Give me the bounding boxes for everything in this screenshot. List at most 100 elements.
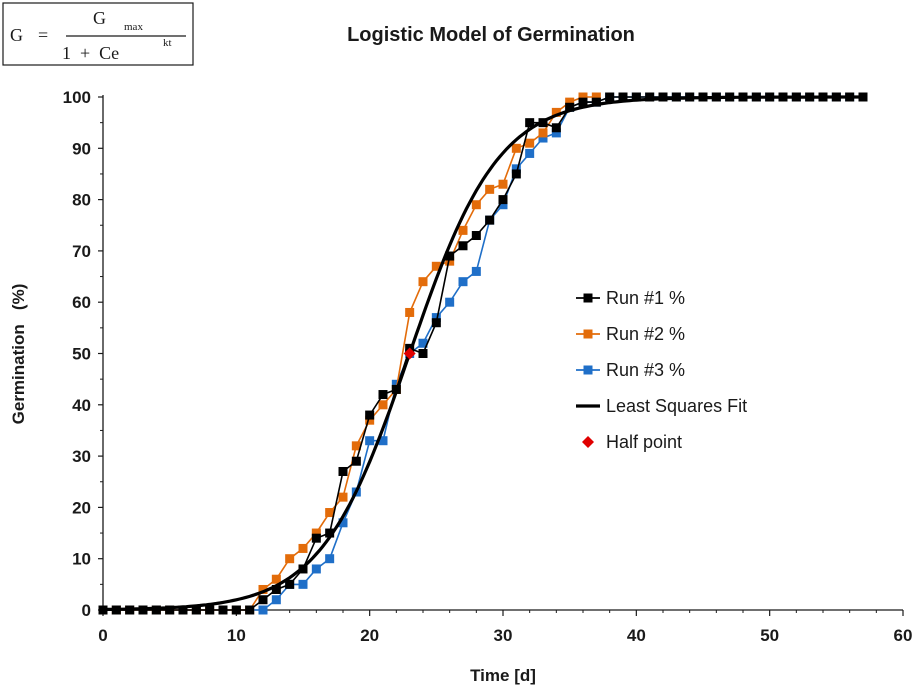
x-tick-label: 20: [360, 626, 379, 645]
data-point: [565, 102, 575, 112]
x-tick-label: 40: [627, 626, 646, 645]
fit-curve: [102, 95, 863, 612]
data-point: [418, 338, 428, 348]
data-point: [258, 605, 268, 615]
legend-item: Least Squares Fit: [576, 396, 747, 416]
data-point: [525, 118, 535, 128]
data-point: [378, 390, 388, 400]
formula-denominator-sup: kt: [163, 37, 172, 49]
data-point: [565, 97, 575, 107]
data-point: [551, 128, 561, 138]
chart-title: Logistic Model of Germination: [347, 24, 635, 46]
data-point: [285, 554, 295, 564]
formula-numerator: G: [93, 8, 106, 28]
data-point: [458, 277, 468, 287]
data-point: [218, 605, 228, 615]
data-point: [271, 595, 281, 605]
legend-item: Run #3 %: [576, 360, 685, 380]
data-point: [511, 169, 521, 179]
data-point: [525, 148, 535, 158]
data-point: [578, 97, 588, 107]
data-point: [351, 456, 361, 466]
data-point: [365, 436, 375, 446]
x-axis-label: Time [d]: [470, 666, 536, 685]
data-point: [165, 605, 175, 615]
legend-label: Run #1 %: [606, 288, 685, 308]
data-point: [445, 297, 455, 307]
data-point: [351, 441, 361, 451]
data-point: [245, 605, 255, 615]
y-tick-label: 90: [72, 139, 91, 158]
data-point: [551, 123, 561, 133]
axes: 0 10 20 30 40 50 60 70 80 90 100 0 10 20 30 40 50 60: [63, 88, 913, 645]
y-tick-label: 40: [72, 396, 91, 415]
data-point: [325, 508, 335, 518]
series-2: [98, 92, 601, 615]
formula-denominator: 1 + Ce: [62, 43, 119, 63]
data-point: [658, 92, 668, 102]
data-point: [538, 128, 548, 138]
legend-marker: [582, 436, 594, 448]
legend-item: Half point: [582, 432, 682, 452]
y-tick-label: 10: [72, 550, 91, 569]
data-point: [471, 266, 481, 276]
x-tick-label: 50: [760, 626, 779, 645]
least-squares-fit: [102, 95, 863, 612]
y-tick-label: 100: [63, 88, 91, 107]
data-point: [378, 400, 388, 410]
data-point: [338, 518, 348, 528]
y-tick-label: 30: [72, 447, 91, 466]
formula-numerator-sub: max: [124, 21, 143, 33]
data-point: [645, 92, 655, 102]
series-layer: [98, 92, 868, 615]
data-point: [191, 605, 201, 615]
data-point: [591, 92, 601, 102]
data-point: [618, 92, 628, 102]
data-point: [445, 251, 455, 261]
data-point: [431, 313, 441, 323]
y-tick-label: 70: [72, 242, 91, 261]
data-point: [591, 97, 601, 107]
legend-marker: [583, 365, 593, 375]
data-point: [445, 256, 455, 266]
data-point: [205, 605, 215, 615]
data-point: [405, 307, 415, 317]
data-point: [285, 579, 295, 589]
data-point: [258, 595, 268, 605]
data-point: [178, 605, 188, 615]
data-point: [338, 492, 348, 502]
data-point: [471, 200, 481, 210]
data-point: [418, 277, 428, 287]
data-point: [498, 179, 508, 189]
data-point: [471, 231, 481, 241]
y-tick-label: 80: [72, 191, 91, 210]
data-point: [578, 92, 588, 102]
x-tick-label: 0: [98, 626, 107, 645]
data-point: [498, 195, 508, 205]
data-point: [311, 564, 321, 574]
formula-frame: [2, 2, 194, 66]
data-point: [298, 543, 308, 553]
data-point: [511, 164, 521, 174]
data-point: [485, 215, 495, 225]
series-1: [98, 92, 868, 615]
data-point: [365, 410, 375, 420]
formula-equals: =: [38, 25, 48, 45]
y-tick-label: 60: [72, 293, 91, 312]
legend-item: Run #2 %: [576, 324, 685, 344]
data-point: [258, 584, 268, 594]
half-point-marker: [403, 347, 416, 360]
x-tick-label: 30: [494, 626, 513, 645]
legend-item: Run #1 %: [576, 288, 685, 308]
data-point: [431, 318, 441, 328]
data-point: [485, 184, 495, 194]
data-point: [631, 92, 641, 102]
data-point: [431, 261, 441, 271]
data-point: [325, 554, 335, 564]
formula-box: G = G max 1 + Ce kt: [2, 2, 194, 66]
data-point: [498, 200, 508, 210]
data-point: [311, 528, 321, 538]
data-point: [298, 579, 308, 589]
series-line: [103, 96, 863, 611]
